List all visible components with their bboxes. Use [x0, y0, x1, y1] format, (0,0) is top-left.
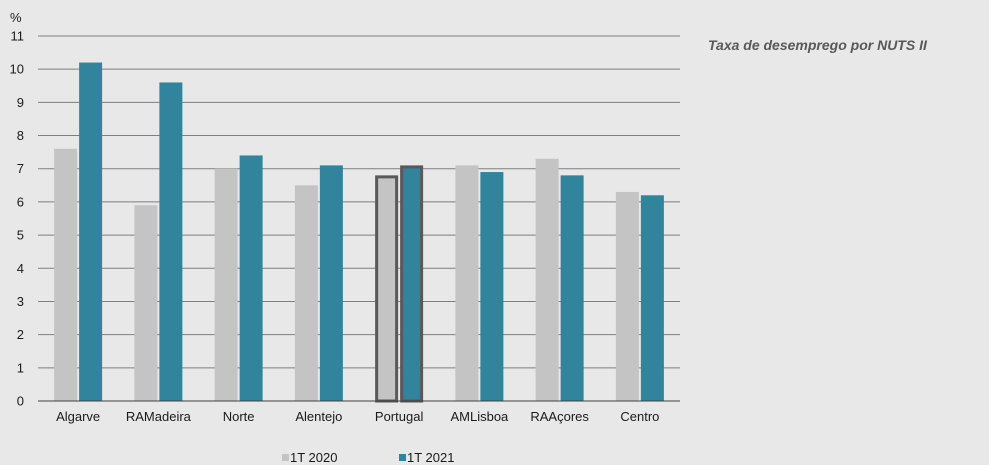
bar-1t2021-centro [640, 195, 664, 401]
legend-label: 1T 2020 [290, 450, 337, 465]
y-tick-label: 2 [17, 327, 24, 342]
bar-1t2021-amlisboa [480, 172, 504, 401]
y-tick-label: 3 [17, 294, 24, 309]
x-tick-label: Norte [223, 409, 255, 424]
bar-1t2021-raa-ores [560, 175, 584, 401]
y-tick-label: 9 [17, 95, 24, 110]
y-tick-label: 0 [17, 394, 24, 409]
x-tick-label: RAMadeira [126, 409, 192, 424]
y-tick-label: 1 [17, 360, 24, 375]
bar-1t2020-ramadeira [134, 205, 158, 401]
legend: 1T 2020 1T 2021 [282, 450, 454, 465]
x-tick-label: Centro [620, 409, 659, 424]
x-tick-label: Portugal [375, 409, 424, 424]
bar-1t2020-amlisboa [455, 165, 479, 401]
y-tick-label: 7 [17, 161, 24, 176]
bar-1t2020-portugal [375, 175, 399, 403]
y-tick-label: 5 [17, 228, 24, 243]
x-tick-label: Algarve [56, 409, 100, 424]
bar-1t2021-norte [239, 155, 263, 401]
x-tick-label: RAAçores [530, 409, 589, 424]
chart-side-title: Taxa de desemprego por NUTS II [708, 37, 927, 53]
bar-1t2020-centro [615, 191, 639, 401]
y-tick-label: 4 [17, 261, 24, 276]
gridlines [38, 35, 680, 369]
bar-1t2020-raa-ores [535, 158, 559, 401]
bar-1t2021-alentejo [319, 165, 343, 401]
x-tick-label: Alentejo [295, 409, 342, 424]
y-tick-label: 8 [17, 128, 24, 143]
bar-1t2020-alentejo [294, 185, 318, 401]
legend-label: 1T 2021 [407, 450, 454, 465]
bar-1t2021-algarve [79, 62, 103, 401]
x-tick-label: AMLisboa [450, 409, 509, 424]
bar-1t2020-algarve [54, 148, 78, 401]
axes: 0 1 2 3 4 5 6 7 8 9 10 11% Algarve RAMadeira Norte Alen… [10, 10, 680, 424]
y-axis-unit-label: % [10, 10, 22, 25]
legend-swatch [399, 454, 406, 461]
bars [54, 62, 664, 403]
y-tick-label: 10 [10, 62, 24, 77]
y-tick-label: 6 [17, 194, 24, 209]
bar-1t2020-norte [214, 168, 238, 401]
y-tick-label: 11 [11, 29, 25, 44]
bar-1t2021-portugal [400, 165, 424, 403]
legend-swatch [282, 454, 289, 461]
bar-1t2021-ramadeira [159, 82, 183, 402]
